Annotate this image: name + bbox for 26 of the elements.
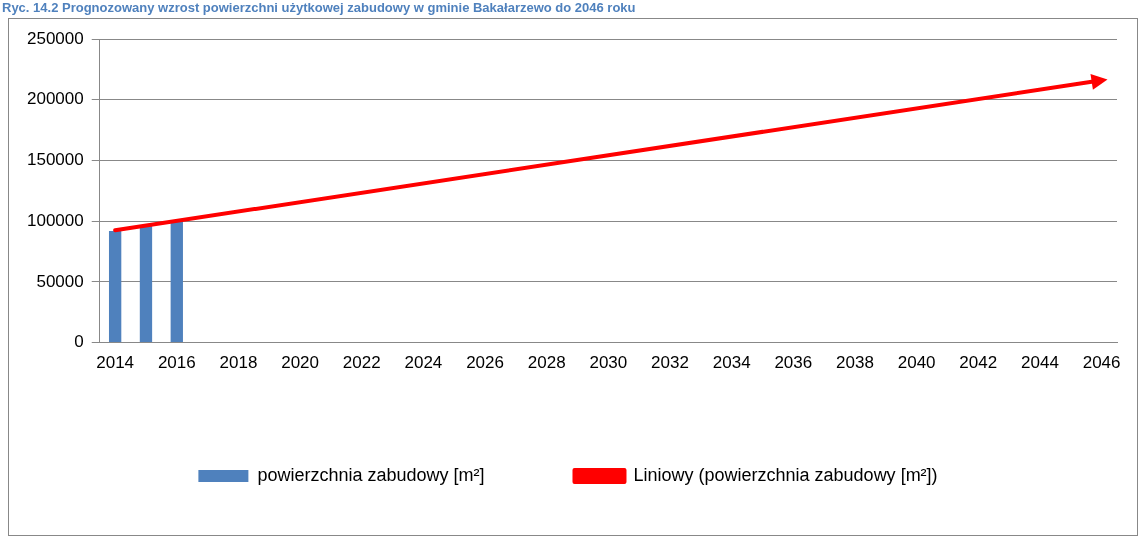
- x-tick-label: 2038: [836, 353, 874, 373]
- legend-label: powierzchnia zabudowy [m²]: [257, 464, 485, 485]
- x-tick-label: 2030: [589, 353, 628, 373]
- y-tick-label: 0: [74, 332, 84, 352]
- x-tick-label: 2018: [219, 353, 258, 373]
- y-tick-label: 200000: [26, 89, 84, 109]
- x-tick-label: 2042: [959, 353, 998, 373]
- x-tick-label: 2024: [404, 353, 443, 373]
- x-tick-label: 2028: [527, 353, 566, 373]
- y-tick-label: 50000: [36, 271, 84, 291]
- x-tick-label: 2036: [774, 353, 813, 373]
- x-tick-label: 2026: [466, 353, 504, 373]
- x-tick-label: 2046: [1082, 353, 1121, 373]
- x-tick-label: 2020: [281, 353, 320, 373]
- x-tick-label: 2032: [651, 353, 689, 373]
- x-tick-label: 2034: [712, 353, 751, 373]
- x-tick-label: 2016: [157, 353, 196, 373]
- y-tick-label: 100000: [26, 210, 84, 230]
- y-tick-label: 250000: [26, 28, 84, 48]
- x-tick-label: 2022: [342, 353, 381, 373]
- x-tick-label: 2040: [897, 353, 936, 373]
- x-tick-label: 2014: [96, 353, 135, 373]
- x-tick-label: 2044: [1021, 353, 1059, 373]
- chart-title: Ryc. 14.2 Prognozowany wzrost powierzchni użytkowej zabudowy w gminie Bakałarzewo do 2046 roku: [2, 0, 636, 15]
- y-tick-label: 150000: [26, 150, 84, 170]
- legend-label: Liniowy (powierzchnia zabudowy [m²]): [633, 464, 938, 485]
